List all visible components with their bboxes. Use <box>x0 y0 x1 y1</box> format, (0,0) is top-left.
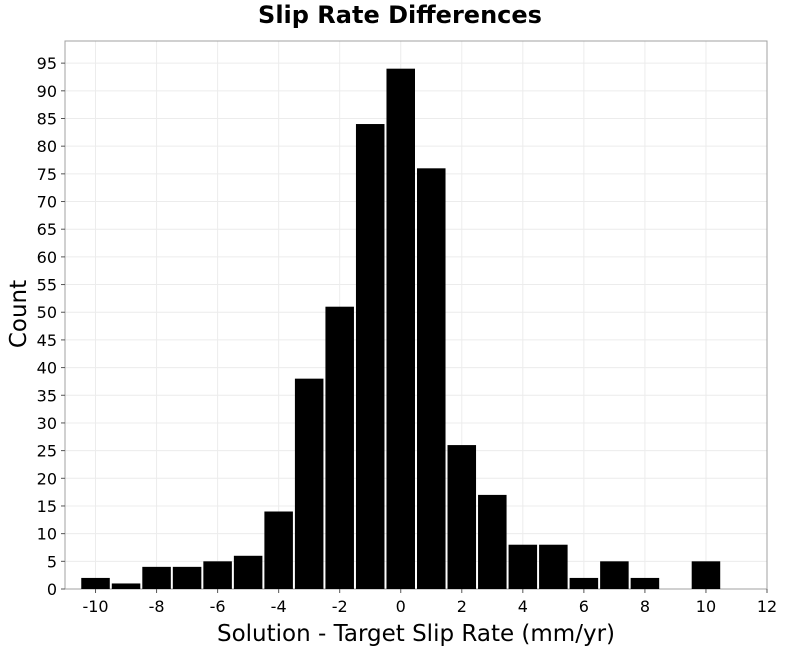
y-tick-label: 30 <box>37 414 57 433</box>
bar <box>447 445 477 589</box>
x-tick-label: 10 <box>696 597 716 616</box>
y-tick-label: 5 <box>47 552 57 571</box>
grid-lines <box>65 41 768 590</box>
y-tick-label: 90 <box>37 82 57 101</box>
y-tick-label: 15 <box>37 497 57 516</box>
y-tick-label: 85 <box>37 109 57 128</box>
y-tick-label: 0 <box>47 580 57 599</box>
y-tick-label: 45 <box>37 331 57 350</box>
plot-area <box>64 40 768 590</box>
bar <box>539 544 568 589</box>
bar <box>294 378 324 589</box>
bar <box>142 566 171 589</box>
bar <box>478 494 507 589</box>
x-tick-label: 8 <box>640 597 650 616</box>
y-tick-label: 20 <box>37 469 57 488</box>
bar <box>264 511 293 589</box>
chart-title: Slip Rate Differences <box>258 1 542 29</box>
x-axis: -10 -8 -6 -4 -2 0 2 4 6 8 10 12 <box>82 589 777 616</box>
y-tick-label: 75 <box>37 165 57 184</box>
x-tick-label: 4 <box>518 597 528 616</box>
x-tick-label: -10 <box>82 597 108 616</box>
y-axis-label: Count <box>6 280 32 348</box>
y-tick-label: 40 <box>37 359 57 378</box>
y-tick-label: 95 <box>37 54 57 73</box>
y-tick-label: 55 <box>37 276 57 295</box>
y-tick-label: 65 <box>37 220 57 239</box>
x-tick-label: 2 <box>457 597 467 616</box>
bar <box>508 544 538 589</box>
bar <box>172 566 202 589</box>
bar <box>355 124 385 589</box>
bar <box>233 555 263 589</box>
bar <box>630 577 660 589</box>
y-tick-label: 35 <box>37 386 57 405</box>
y-tick-label: 50 <box>37 303 57 322</box>
x-axis-label: Solution - Target Slip Rate (mm/yr) <box>217 621 615 647</box>
bar <box>203 561 232 589</box>
y-tick-label: 70 <box>37 193 57 212</box>
x-tick-label: -6 <box>210 597 226 616</box>
bar <box>569 577 599 589</box>
bar <box>81 577 110 589</box>
x-tick-label: 6 <box>579 597 589 616</box>
bar <box>417 168 446 590</box>
x-tick-label: 0 <box>396 597 406 616</box>
bar <box>325 306 354 589</box>
y-tick-label: 25 <box>37 442 57 461</box>
bar <box>691 561 721 589</box>
x-tick-label: -2 <box>332 597 348 616</box>
y-tick-label: 10 <box>37 525 57 544</box>
x-tick-label: -4 <box>271 597 287 616</box>
bar <box>386 68 415 590</box>
y-axis: 0 5 10 15 20 25 30 35 40 45 50 55 60 65 70 75 80 85 90 95 <box>37 54 65 599</box>
y-tick-label: 80 <box>37 137 57 156</box>
bar <box>111 583 141 589</box>
x-tick-label: 12 <box>757 597 777 616</box>
bars <box>81 68 721 590</box>
bar <box>600 561 629 589</box>
x-tick-label: -8 <box>149 597 165 616</box>
y-tick-label: 60 <box>37 248 57 267</box>
